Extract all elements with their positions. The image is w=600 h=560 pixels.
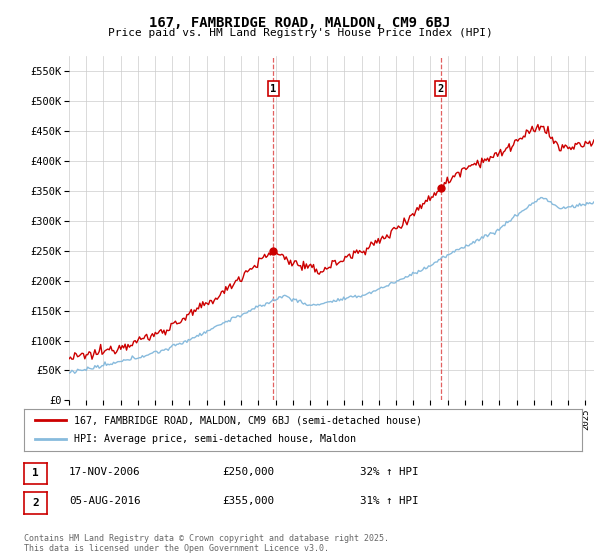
Text: 2: 2 bbox=[437, 83, 444, 94]
Text: £250,000: £250,000 bbox=[222, 466, 274, 477]
Text: 2: 2 bbox=[32, 498, 39, 508]
Text: HPI: Average price, semi-detached house, Maldon: HPI: Average price, semi-detached house,… bbox=[74, 435, 356, 445]
Text: Contains HM Land Registry data © Crown copyright and database right 2025.
This d: Contains HM Land Registry data © Crown c… bbox=[24, 534, 389, 553]
Text: 167, FAMBRIDGE ROAD, MALDON, CM9 6BJ: 167, FAMBRIDGE ROAD, MALDON, CM9 6BJ bbox=[149, 16, 451, 30]
Text: 31% ↑ HPI: 31% ↑ HPI bbox=[360, 496, 419, 506]
Text: Price paid vs. HM Land Registry's House Price Index (HPI): Price paid vs. HM Land Registry's House … bbox=[107, 28, 493, 38]
Text: £355,000: £355,000 bbox=[222, 496, 274, 506]
Text: 1: 1 bbox=[271, 83, 277, 94]
Text: 32% ↑ HPI: 32% ↑ HPI bbox=[360, 466, 419, 477]
Text: 05-AUG-2016: 05-AUG-2016 bbox=[69, 496, 140, 506]
Text: 1: 1 bbox=[32, 468, 39, 478]
Text: 167, FAMBRIDGE ROAD, MALDON, CM9 6BJ (semi-detached house): 167, FAMBRIDGE ROAD, MALDON, CM9 6BJ (se… bbox=[74, 415, 422, 425]
Text: 17-NOV-2006: 17-NOV-2006 bbox=[69, 466, 140, 477]
